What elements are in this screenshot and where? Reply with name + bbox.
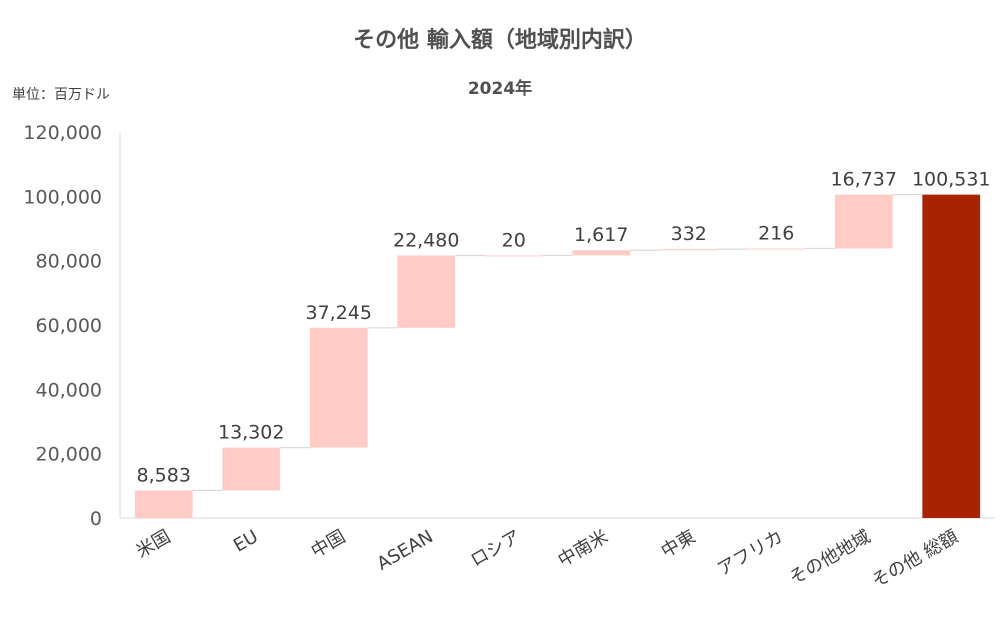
data-label: 216 bbox=[758, 222, 794, 244]
chart-subtitle: 2024年 bbox=[467, 79, 533, 99]
data-label: 20 bbox=[502, 229, 526, 251]
y-tick-label: 0 bbox=[90, 508, 102, 530]
bar-segment bbox=[134, 490, 193, 518]
x-category-label: ロシア bbox=[467, 526, 524, 571]
x-category-label: その他地域 bbox=[786, 526, 874, 589]
bar-segment bbox=[572, 250, 631, 256]
bar-segment bbox=[747, 248, 806, 250]
x-category-label: 中南米 bbox=[554, 526, 611, 571]
connector-layer bbox=[192, 194, 923, 491]
y-tick-label: 60,000 bbox=[36, 315, 102, 337]
data-label: 16,737 bbox=[831, 169, 897, 191]
bar-segment bbox=[222, 447, 281, 491]
y-tick-label: 100,000 bbox=[23, 186, 102, 208]
x-category-label: EU bbox=[230, 526, 262, 556]
x-category-label: 中国 bbox=[308, 526, 350, 562]
data-label: 22,480 bbox=[393, 229, 459, 251]
data-label: 37,245 bbox=[306, 302, 372, 324]
chart-title: その他 輸入額（地域別内訳） bbox=[353, 28, 647, 53]
y-tick-label: 20,000 bbox=[36, 444, 102, 466]
x-category-label: ASEAN bbox=[374, 526, 437, 575]
bar-segment bbox=[659, 249, 718, 251]
bar-segment bbox=[309, 327, 368, 448]
data-label: 100,531 bbox=[912, 169, 991, 191]
axis-layer: 0 20,000 40,000 60,000 80,000 100,000 120,000 bbox=[23, 122, 995, 530]
x-category-label: その他 総額 bbox=[868, 526, 961, 592]
data-label-layer: 8,583 13,302 37,245 22,480 20 1,617 332 216 16,7… bbox=[137, 169, 991, 487]
y-tick-label: 120,000 bbox=[23, 122, 102, 144]
bar-segment bbox=[834, 194, 893, 249]
x-category-label: 米国 bbox=[133, 526, 175, 562]
unit-label: 単位：百万ドル bbox=[12, 87, 110, 103]
data-label: 332 bbox=[671, 223, 707, 245]
bar-layer bbox=[134, 194, 981, 518]
y-tick-label: 80,000 bbox=[36, 251, 102, 273]
data-label: 8,583 bbox=[137, 464, 191, 486]
data-label: 13,302 bbox=[218, 422, 284, 444]
y-tick-label: 40,000 bbox=[36, 379, 102, 401]
bar-total bbox=[922, 194, 981, 518]
data-label: 1,617 bbox=[574, 224, 628, 246]
x-category-label: 中東 bbox=[658, 526, 700, 562]
bar-segment bbox=[484, 255, 543, 257]
bar-segment bbox=[397, 255, 456, 328]
x-category-label: アフリカ bbox=[714, 526, 787, 580]
